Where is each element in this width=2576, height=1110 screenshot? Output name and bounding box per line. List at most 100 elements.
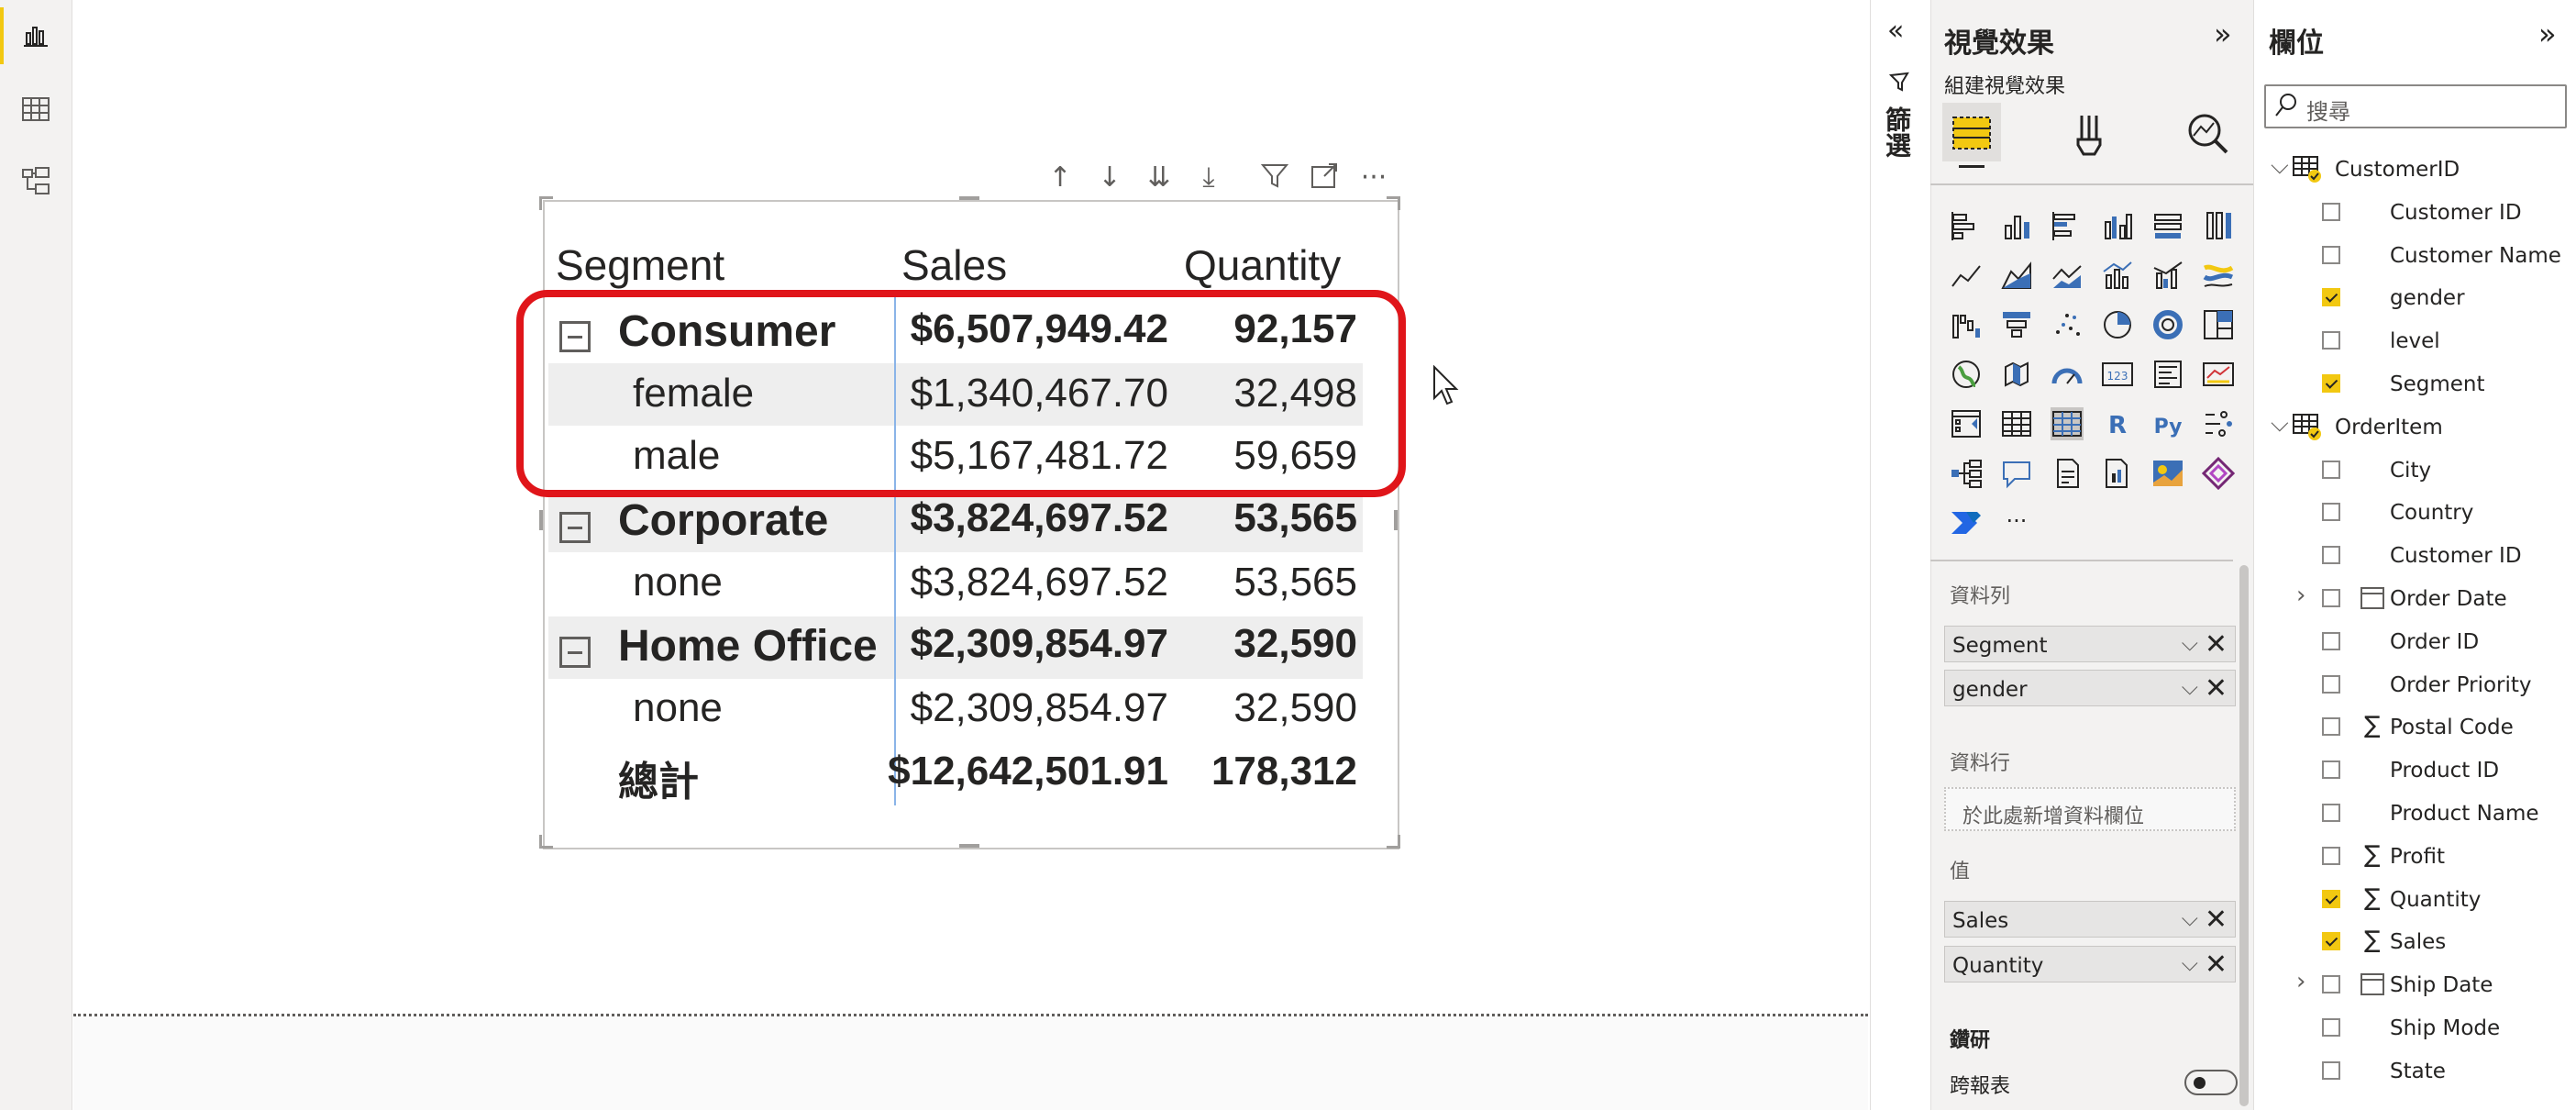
row-label-male[interactable]: male: [633, 433, 721, 478]
row-label-home-office[interactable]: Home Office: [618, 622, 878, 671]
field-country[interactable]: Country: [2265, 494, 2568, 534]
filter-icon[interactable]: [1258, 161, 1291, 194]
resize-handle-top[interactable]: [959, 196, 979, 200]
field-checkbox[interactable]: [2322, 374, 2340, 393]
rows-well-field-gender[interactable]: gender ⌵ ✕: [1944, 670, 2236, 706]
viz-pane-scrollbar[interactable]: [2239, 565, 2249, 1106]
chevron-down-icon[interactable]: ⌵: [2181, 905, 2198, 931]
collapse-button-consumer[interactable]: [559, 321, 591, 352]
field-table-orderitem[interactable]: ⌵ OrderItem: [2265, 408, 2568, 449]
chevron-down-icon[interactable]: ⌵: [2271, 409, 2289, 438]
field-order-date[interactable]: › Order Date: [2265, 580, 2568, 620]
row-label-none[interactable]: none: [633, 560, 723, 605]
more-visuals-icon[interactable]: ···: [2000, 506, 2033, 539]
field-segment[interactable]: Segment: [2265, 365, 2568, 405]
stacked-bar-chart-icon[interactable]: [1950, 209, 1983, 242]
row-label-corporate[interactable]: Corporate: [618, 496, 829, 545]
analytics-icon[interactable]: [2186, 112, 2230, 160]
stacked-column-chart-icon[interactable]: [2000, 209, 2033, 242]
power-automate-icon[interactable]: [1950, 506, 1983, 539]
stacked-area-chart-icon[interactable]: [2051, 259, 2084, 292]
data-view-icon[interactable]: [17, 90, 55, 128]
field-state[interactable]: State: [2265, 1052, 2568, 1093]
matrix-icon[interactable]: [2051, 407, 2084, 440]
line-clustered-column-chart-icon[interactable]: [2151, 259, 2184, 292]
field-checkbox[interactable]: [2322, 975, 2340, 994]
field-checkbox[interactable]: [2322, 1018, 2340, 1037]
header-sales[interactable]: Sales: [901, 241, 1008, 289]
paginated-report-icon[interactable]: [2051, 457, 2084, 490]
remove-field-icon[interactable]: ✕: [2204, 949, 2228, 981]
power-apps-icon[interactable]: [2201, 456, 2236, 491]
multi-row-card-icon[interactable]: [2151, 358, 2184, 391]
ribbon-chart-icon[interactable]: [2202, 259, 2235, 292]
collapse-viz-icon[interactable]: »: [2214, 17, 2232, 51]
clustered-bar-chart-icon[interactable]: [2051, 209, 2084, 242]
chevron-down-icon[interactable]: ⌵: [2271, 152, 2289, 180]
funnel-chart-icon[interactable]: [2000, 308, 2033, 341]
field-gender[interactable]: gender: [2265, 279, 2568, 319]
filled-map-icon[interactable]: [2000, 358, 2033, 391]
field-checkbox[interactable]: [2322, 760, 2340, 780]
field-checkbox[interactable]: [2322, 460, 2340, 479]
python-visual-icon[interactable]: Py: [2151, 407, 2184, 440]
drill-up-icon[interactable]: ↑: [1048, 161, 1072, 194]
waterfall-chart-icon[interactable]: [1950, 308, 1983, 341]
collapse-fields-icon[interactable]: »: [2538, 17, 2557, 51]
line-column-chart-icon[interactable]: [2101, 259, 2134, 292]
decomposition-tree-icon[interactable]: [1950, 457, 1983, 490]
build-visual-tab[interactable]: [1942, 103, 2001, 161]
100-stacked-bar-chart-icon[interactable]: [2151, 209, 2184, 242]
resize-handle-br[interactable]: [1387, 835, 1400, 849]
remove-field-icon[interactable]: ✕: [2204, 628, 2228, 660]
donut-chart-icon[interactable]: [2151, 308, 2184, 341]
slicer-icon[interactable]: [1950, 407, 1983, 440]
gauge-icon[interactable]: [2051, 358, 2084, 391]
field-product-id[interactable]: Product ID: [2265, 751, 2568, 792]
field-ship-mode[interactable]: Ship Mode: [2265, 1009, 2568, 1049]
field-checkbox[interactable]: [2322, 674, 2340, 694]
field-product-name[interactable]: Product Name: [2265, 794, 2568, 835]
field-checkbox[interactable]: [2322, 245, 2340, 264]
field-city[interactable]: City: [2265, 451, 2568, 492]
r-visual-icon[interactable]: R: [2101, 407, 2134, 440]
field-checkbox[interactable]: [2322, 202, 2340, 221]
field-checkbox[interactable]: [2322, 1060, 2340, 1080]
row-label-female[interactable]: female: [633, 371, 755, 416]
field-checkbox[interactable]: [2322, 804, 2340, 822]
field-order-priority[interactable]: Order Priority: [2265, 666, 2568, 706]
field-table-customerid[interactable]: ⌵ CustomerID: [2265, 150, 2568, 191]
values-well-field-quantity[interactable]: Quantity ⌵ ✕: [1944, 946, 2236, 982]
qna-icon[interactable]: [2000, 457, 2033, 490]
field-checkbox[interactable]: [2322, 546, 2340, 565]
chevron-down-icon[interactable]: ⌵: [2181, 630, 2198, 656]
chevron-down-icon[interactable]: ⌵: [2181, 950, 2198, 976]
expand-filters-icon[interactable]: «: [1887, 15, 1905, 47]
kpi-icon[interactable]: [2202, 358, 2235, 391]
scatter-chart-icon[interactable]: [2051, 308, 2084, 341]
row-label-none[interactable]: none: [633, 685, 723, 730]
field-postal-code[interactable]: ∑ Postal Code: [2265, 708, 2568, 749]
pie-chart-icon[interactable]: [2101, 308, 2134, 341]
resize-handle-tr[interactable]: [1387, 196, 1400, 210]
focus-mode-icon[interactable]: [1308, 161, 1341, 194]
format-visual-icon[interactable]: [2071, 112, 2111, 160]
resize-handle-left[interactable]: [539, 510, 543, 530]
field-order-id[interactable]: Order ID: [2265, 623, 2568, 663]
100-stacked-column-chart-icon[interactable]: [2202, 209, 2235, 242]
arcgis-map-icon[interactable]: [2151, 457, 2184, 490]
field-customer-id[interactable]: Customer ID: [2265, 194, 2568, 234]
treemap-icon[interactable]: [2202, 308, 2235, 341]
field-checkbox[interactable]: [2322, 631, 2340, 650]
field-checkbox[interactable]: [2322, 846, 2340, 865]
map-icon[interactable]: [1950, 358, 1983, 391]
field-ship-date[interactable]: › Ship Date: [2265, 966, 2568, 1006]
resize-handle-bottom[interactable]: [959, 844, 979, 848]
cross-report-toggle[interactable]: [2184, 1070, 2238, 1095]
more-options-icon[interactable]: ···: [1360, 161, 1388, 194]
area-chart-icon[interactable]: [2000, 259, 2033, 292]
field-customer-name[interactable]: Customer Name: [2265, 237, 2568, 277]
collapse-button-corporate[interactable]: [559, 512, 591, 543]
header-segment[interactable]: Segment: [556, 241, 725, 289]
table-icon[interactable]: [2000, 407, 2033, 440]
